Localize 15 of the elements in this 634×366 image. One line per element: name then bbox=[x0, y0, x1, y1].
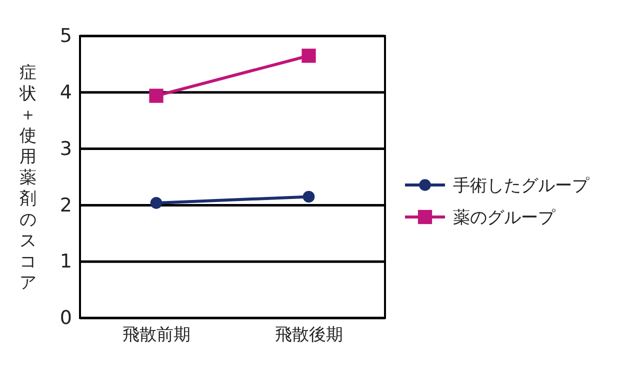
x-tick-label: 飛散前期 bbox=[122, 325, 190, 346]
legend-label: 薬のグループ bbox=[453, 208, 556, 228]
y-tick-label: 2 bbox=[60, 194, 72, 216]
legend-label: 手術したグループ bbox=[453, 176, 590, 196]
y-tick-label: 3 bbox=[60, 138, 72, 160]
point bbox=[150, 197, 162, 209]
y-tick-label: 5 bbox=[60, 25, 72, 48]
y-tick-label: 0 bbox=[60, 307, 72, 330]
point bbox=[302, 48, 316, 63]
point bbox=[149, 88, 164, 103]
text: 症状＋使用薬剤のスコア bbox=[20, 62, 36, 293]
point bbox=[302, 190, 315, 203]
y-tick-label: 4 bbox=[60, 81, 72, 104]
x-tick-label: 飛散後期 bbox=[274, 325, 343, 346]
y-tick-label: 1 bbox=[60, 250, 72, 273]
